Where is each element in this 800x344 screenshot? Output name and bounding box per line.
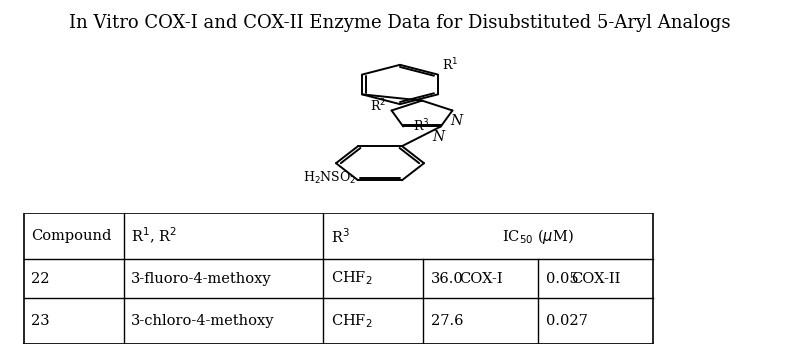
Text: 0.027: 0.027: [546, 314, 588, 328]
Text: COX-I: COX-I: [459, 272, 502, 286]
Text: R$^3$: R$^3$: [331, 227, 350, 246]
Text: In Vitro COX-I and COX-II Enzyme Data for Disubstituted 5-Aryl Analogs: In Vitro COX-I and COX-II Enzyme Data fo…: [70, 14, 730, 32]
Text: N: N: [450, 114, 462, 128]
Text: IC$_{50}$ ($\mu$M): IC$_{50}$ ($\mu$M): [502, 227, 574, 246]
Text: 36.0: 36.0: [430, 272, 463, 286]
Text: 22: 22: [31, 272, 50, 286]
Text: R$^1$: R$^1$: [442, 56, 458, 73]
Text: 27.6: 27.6: [430, 314, 463, 328]
Text: N: N: [433, 130, 445, 144]
Text: H$_2$NSO$_2$: H$_2$NSO$_2$: [303, 170, 357, 185]
Text: CHF$_2$: CHF$_2$: [331, 312, 373, 330]
Text: CHF$_2$: CHF$_2$: [331, 270, 373, 288]
Text: Compound: Compound: [31, 229, 112, 243]
Text: 3-fluoro-4-methoxy: 3-fluoro-4-methoxy: [131, 272, 272, 286]
Text: COX-II: COX-II: [571, 272, 621, 286]
Text: 23: 23: [31, 314, 50, 328]
Text: R$^1$, R$^2$: R$^1$, R$^2$: [131, 226, 177, 246]
Text: R$^3$: R$^3$: [413, 118, 430, 135]
Text: 0.05: 0.05: [546, 272, 578, 286]
Text: 3-chloro-4-methoxy: 3-chloro-4-methoxy: [131, 314, 274, 328]
Text: R$^2$: R$^2$: [370, 98, 386, 114]
